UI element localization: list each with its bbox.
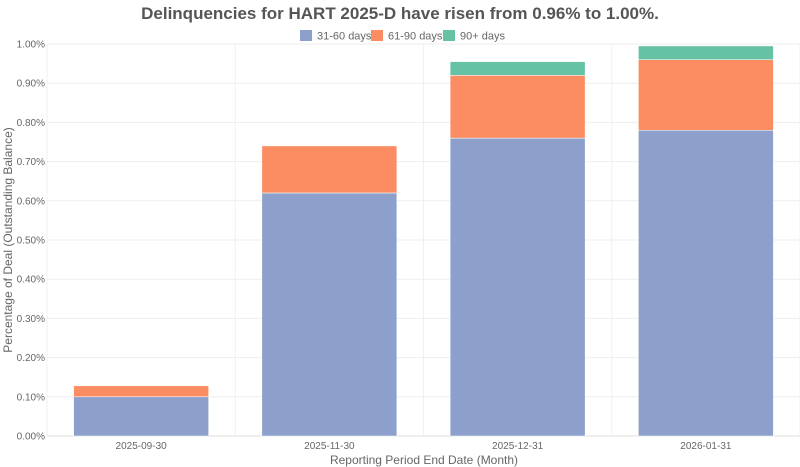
legend: 31-60 days 61-90 days 90+ days [300, 30, 505, 43]
y-tick-label: 0.40% [17, 275, 45, 286]
x-tick-label: 2025-09-30 [116, 441, 168, 452]
bar-segment-90-days [449, 61, 586, 76]
bar-segment-31-60-days [638, 129, 774, 437]
legend-label: 61-90 days [388, 31, 443, 43]
bar-segment-61-90-days [73, 385, 209, 398]
y-tick-label: 0.50% [17, 236, 45, 247]
bar-segment-31-60-days [73, 396, 209, 437]
x-axis-label: Reporting Period End Date (Month) [330, 453, 518, 467]
chart-title: Delinquencies for HART 2025-D have risen… [141, 4, 659, 23]
legend-label: 90+ days [460, 31, 505, 43]
x-tick-label: 2025-12-31 [492, 441, 544, 452]
bar-segment-61-90-days [638, 59, 774, 131]
bar-segment-90-days [638, 45, 774, 60]
bars [73, 45, 774, 437]
gridlines [46, 43, 800, 437]
y-tick-label: 0.10% [17, 392, 45, 403]
y-tick-label: 0.90% [17, 79, 45, 90]
bar-segment-31-60-days [449, 137, 586, 437]
legend-label: 31-60 days [317, 31, 372, 43]
y-tick-label: 0.80% [17, 118, 45, 129]
y-tick-label: 0.00% [17, 432, 45, 443]
x-tick-label: 2026-01-31 [680, 441, 732, 452]
y-axis-ticks: 0.00% 0.10% 0.20% 0.30% 0.40% 0.50% 0.60% 0.70%… [17, 40, 45, 443]
y-axis-label: Percentage of Deal (Outstanding Balance) [1, 127, 15, 352]
y-tick-label: 1.00% [17, 40, 45, 51]
legend-swatch [300, 30, 312, 41]
bar-segment-61-90-days [449, 75, 586, 139]
y-tick-label: 0.60% [17, 196, 45, 207]
x-axis-ticks: 2025-09-30 2025-11-30 2025-12-31 2026-01-31 [116, 441, 732, 452]
y-tick-label: 0.30% [17, 314, 45, 325]
bar-segment-31-60-days [261, 192, 398, 437]
legend-swatch [371, 30, 383, 41]
x-tick-label: 2025-11-30 [304, 441, 355, 452]
y-tick-label: 0.70% [17, 157, 45, 168]
bar-segment-61-90-days [261, 145, 398, 194]
y-tick-label: 0.20% [17, 353, 45, 364]
legend-swatch [443, 30, 455, 41]
